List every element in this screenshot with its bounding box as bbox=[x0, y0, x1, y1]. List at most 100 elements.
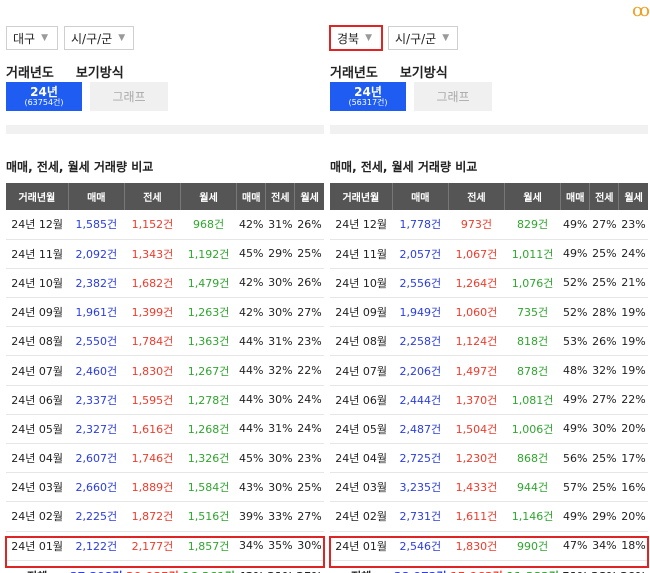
row-wolse: 829건 bbox=[504, 210, 561, 240]
row-month: 24년 01월 bbox=[6, 531, 69, 561]
row-jeonse: 1,343건 bbox=[124, 239, 181, 269]
row-jeonse-pct: 32% bbox=[589, 355, 619, 386]
row-wolse-pct: 19% bbox=[618, 355, 648, 386]
row-jeonse: 1,616건 bbox=[124, 414, 181, 445]
row-wolse: 1,363건 bbox=[180, 326, 237, 357]
row-wolse-pct: 22% bbox=[294, 355, 324, 386]
row-wolse-pct: 20% bbox=[618, 501, 648, 532]
region-select[interactable]: 대구 ▼ bbox=[6, 26, 58, 50]
row-jeonse: 973건 bbox=[448, 210, 505, 240]
row-jeonse: 1,682건 bbox=[124, 268, 181, 299]
row-sale: 2,206건 bbox=[392, 355, 449, 386]
divider bbox=[6, 125, 324, 134]
row-month: 24년 10월 bbox=[330, 268, 393, 299]
row-jeonse-pct: 29% bbox=[265, 239, 295, 269]
row-month: 24년 04월 bbox=[330, 443, 393, 474]
row-month: 24년 07월 bbox=[6, 355, 69, 386]
row-month: 24년 02월 bbox=[330, 501, 393, 532]
row-wolse-pct: 27% bbox=[294, 297, 324, 328]
graph-button[interactable]: 그래프 bbox=[90, 82, 168, 111]
view-mode-label: 보기방식 bbox=[75, 66, 124, 81]
row-sale-pct: 47% bbox=[560, 531, 590, 561]
row-wolse: 1,479건 bbox=[180, 268, 237, 299]
year-button-count: (63754건) bbox=[24, 97, 64, 107]
row-month: 24년 09월 bbox=[330, 297, 393, 328]
row-wolse-pct: 30% bbox=[294, 531, 324, 561]
row-sale: 2,092건 bbox=[68, 239, 125, 269]
row-jeonse: 1,433건 bbox=[448, 472, 505, 503]
row-sale: 2,725건 bbox=[392, 443, 449, 474]
row-jeonse: 2,177건 bbox=[124, 531, 181, 561]
chevron-down-icon: ▼ bbox=[442, 33, 450, 43]
table-row: 24년 01월 2,546건 1,830건 990건 47% 34% 18% bbox=[330, 531, 648, 561]
row-sale: 1,778건 bbox=[392, 210, 449, 240]
row-sale: 2,258건 bbox=[392, 326, 449, 357]
row-jeonse-pct: 30% bbox=[589, 414, 619, 445]
city-select[interactable]: 시/구/군 ▼ bbox=[64, 26, 134, 50]
row-sale: 2,660건 bbox=[68, 472, 125, 503]
row-wolse-pct: 24% bbox=[294, 385, 324, 415]
table-row: 24년 12월 1,585건 1,152건 968건 42% 31% 26% bbox=[6, 210, 324, 240]
row-sale-pct: 49% bbox=[560, 210, 590, 240]
table-row: 24년 05월 2,327건 1,616건 1,268건 44% 31% 24% bbox=[6, 414, 324, 445]
row-wolse: 818건 bbox=[504, 326, 561, 357]
table-row: 24년 02월 2,225건 1,872건 1,516건 39% 33% 27% bbox=[6, 501, 324, 532]
city-select[interactable]: 시/구/군 ▼ bbox=[388, 26, 458, 50]
row-wolse: 868건 bbox=[504, 443, 561, 474]
header-jeonse: 전세 bbox=[448, 183, 506, 210]
total-sale-pct: 51% bbox=[561, 560, 590, 573]
row-wolse: 944건 bbox=[504, 472, 561, 503]
row-jeonse-pct: 25% bbox=[589, 268, 619, 299]
row-jeonse: 1,230건 bbox=[448, 443, 505, 474]
header-month: 거래년월 bbox=[6, 183, 69, 210]
row-wolse-pct: 23% bbox=[294, 443, 324, 474]
table-row: 24년 11월 2,057건 1,067건 1,011건 49% 25% 24% bbox=[330, 239, 648, 269]
year-button[interactable]: 24년 (63754건) bbox=[6, 82, 82, 111]
region-select-value: 대구 bbox=[13, 31, 36, 46]
row-wolse-pct: 24% bbox=[294, 414, 324, 445]
panel-daegu: 대구 ▼ 시/구/군 ▼ 거래년도 보기방식 24년 (63754건) 그래프 … bbox=[5, 0, 325, 573]
header-month: 거래년월 bbox=[330, 183, 393, 210]
option-buttons: 24년 (56317건) 그래프 bbox=[330, 82, 492, 111]
total-sale: 28,972건 bbox=[392, 560, 448, 573]
row-sale: 2,057건 bbox=[392, 239, 449, 269]
row-month: 24년 01월 bbox=[330, 531, 393, 561]
header-sale: 매매 bbox=[68, 183, 125, 210]
graph-button[interactable]: 그래프 bbox=[414, 82, 492, 111]
row-wolse-pct: 17% bbox=[618, 443, 648, 474]
row-month: 24년 10월 bbox=[6, 268, 69, 299]
header-wolse: 월세 bbox=[504, 183, 562, 210]
row-jeonse: 1,830건 bbox=[124, 355, 181, 386]
total-month: 전체 bbox=[330, 560, 392, 573]
row-month: 24년 08월 bbox=[330, 326, 393, 357]
row-jeonse: 1,595건 bbox=[124, 385, 181, 415]
row-jeonse-pct: 30% bbox=[265, 385, 295, 415]
table-row: 24년 10월 2,556건 1,264건 1,076건 52% 25% 21% bbox=[330, 268, 648, 299]
header-jeonse-pct: 전세 bbox=[589, 183, 620, 210]
row-month: 24년 12월 bbox=[6, 210, 69, 240]
region-select[interactable]: 경북 ▼ bbox=[329, 25, 383, 51]
row-jeonse: 1,124건 bbox=[448, 326, 505, 357]
row-jeonse-pct: 29% bbox=[589, 501, 619, 532]
row-jeonse-pct: 30% bbox=[265, 268, 295, 299]
row-jeonse-pct: 31% bbox=[265, 414, 295, 445]
table-body: 24년 12월 1,585건 1,152건 968건 42% 31% 26% 24년 11월 2… bbox=[6, 210, 324, 573]
row-jeonse-pct: 34% bbox=[589, 531, 619, 561]
row-sale-pct: 43% bbox=[236, 472, 266, 503]
row-sale: 2,731건 bbox=[392, 501, 449, 532]
row-wolse: 1,146건 bbox=[504, 501, 561, 532]
total-jeonse: 20,085건 bbox=[124, 560, 180, 573]
row-month: 24년 06월 bbox=[6, 385, 69, 415]
row-jeonse: 1,746건 bbox=[124, 443, 181, 474]
section-title: 매매, 전세, 월세 거래량 비교 bbox=[6, 160, 154, 174]
header-wolse-pct: 월세 bbox=[618, 183, 648, 210]
table-row: 24년 04월 2,725건 1,230건 868건 56% 25% 17% bbox=[330, 443, 648, 474]
row-month: 24년 09월 bbox=[6, 297, 69, 328]
row-sale: 2,607건 bbox=[68, 443, 125, 474]
chevron-down-icon: ▼ bbox=[365, 33, 373, 43]
row-jeonse: 1,060건 bbox=[448, 297, 505, 328]
section-title: 매매, 전세, 월세 거래량 비교 bbox=[330, 160, 478, 174]
year-button[interactable]: 24년 (56317건) bbox=[330, 82, 406, 111]
row-month: 24년 05월 bbox=[330, 414, 393, 445]
row-wolse-pct: 19% bbox=[618, 297, 648, 328]
